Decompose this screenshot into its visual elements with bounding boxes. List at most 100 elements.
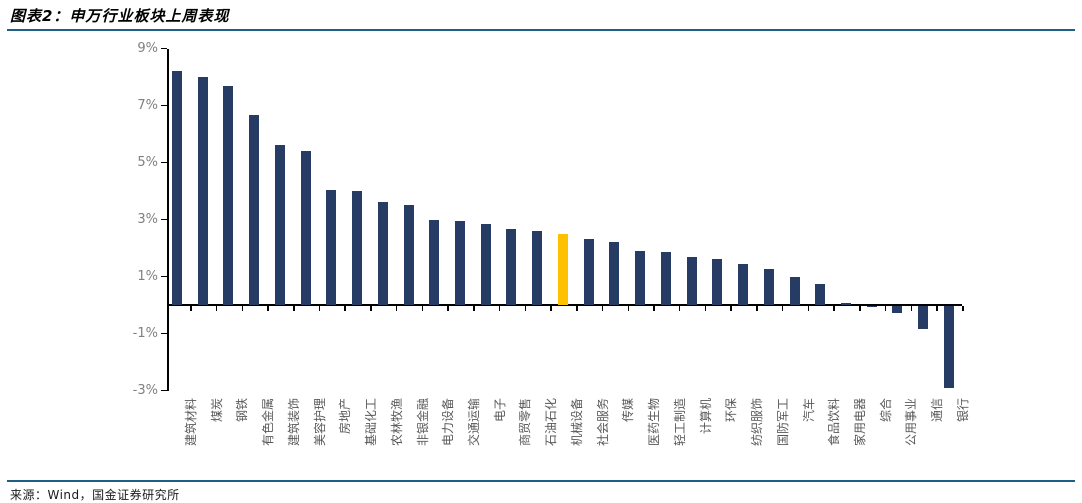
x-axis-label: 汽车 [801, 398, 816, 423]
y-axis-tick-label: 5% [137, 154, 158, 170]
bar [635, 250, 646, 305]
bar [377, 202, 388, 305]
y-axis-tick-label: 7% [137, 97, 158, 113]
bar [300, 151, 311, 305]
x-axis-label: 建筑装饰 [286, 398, 301, 447]
x-axis-label: 家用电器 [852, 398, 867, 447]
x-axis-label: 非银金融 [415, 398, 430, 447]
x-axis-tick [756, 305, 758, 311]
x-axis-tick [910, 305, 913, 311]
y-axis-tick [161, 275, 167, 278]
x-axis-tick [447, 305, 449, 311]
x-axis-label: 房地产 [338, 398, 353, 435]
x-axis-label: 银行 [955, 398, 970, 423]
x-axis-tick [730, 305, 732, 311]
y-axis-tick [161, 332, 167, 335]
x-axis-label: 钢铁 [235, 398, 250, 423]
bar [660, 252, 671, 305]
x-axis-label: 轻工制造 [672, 398, 687, 447]
x-axis-tick [859, 305, 861, 311]
y-axis-tick [161, 389, 167, 392]
x-axis-label: 社会服务 [595, 398, 610, 447]
bar [249, 115, 260, 305]
bar [789, 276, 800, 305]
x-axis-tick [498, 305, 501, 311]
y-axis-tick-label: -1% [132, 325, 158, 341]
x-axis-label: 传媒 [621, 398, 636, 423]
bar [172, 71, 182, 305]
x-axis-label: 通信 [930, 398, 945, 423]
bar [403, 205, 414, 305]
x-axis-label: 美容护理 [312, 398, 327, 447]
x-axis-tick [395, 305, 398, 311]
x-axis-tick [473, 305, 475, 311]
bar [326, 189, 337, 305]
y-axis-line [167, 49, 169, 391]
y-axis-tick [161, 104, 167, 107]
footer-rule [7, 480, 1075, 482]
x-axis-label: 国防军工 [775, 398, 790, 447]
x-axis-tick [962, 305, 964, 311]
x-axis-label: 建筑材料 [184, 398, 198, 447]
bar [480, 223, 491, 305]
x-axis-tick [344, 305, 346, 311]
bar [686, 256, 697, 305]
x-axis-label: 电力设备 [441, 398, 456, 447]
bar [866, 305, 877, 308]
x-axis-tick [884, 305, 887, 311]
bar [429, 219, 440, 305]
x-axis-tick [781, 305, 784, 311]
y-axis-tick-label: -3% [132, 382, 158, 398]
bar [609, 242, 620, 305]
bar [506, 229, 517, 305]
x-axis-label: 计算机 [698, 398, 713, 435]
x-axis-label: 环保 [724, 398, 739, 423]
bar [738, 263, 749, 305]
y-axis-tick-label: 1% [137, 268, 158, 284]
figure-title: 图表2：申万行业板块上周表现 [10, 7, 230, 25]
bar [223, 85, 234, 305]
bar [943, 305, 954, 389]
y-axis-tick [161, 218, 167, 221]
x-axis-label: 基础化工 [364, 398, 379, 447]
x-axis-tick [293, 305, 295, 311]
y-axis-tick [161, 161, 167, 164]
x-axis-tick [704, 305, 707, 311]
x-axis-tick [215, 305, 218, 311]
x-axis-label: 综合 [878, 398, 893, 423]
x-axis-tick [678, 305, 681, 311]
bar [557, 233, 568, 305]
x-axis-label: 商贸零售 [518, 398, 533, 447]
x-axis-tick [550, 305, 552, 311]
bar [918, 305, 929, 329]
y-axis-tick-label: 9% [137, 40, 158, 56]
x-axis-label: 有色金属 [261, 398, 276, 447]
x-axis-tick [524, 305, 527, 311]
bar [352, 191, 363, 305]
x-axis-tick [627, 305, 629, 311]
x-axis-label: 电子 [492, 398, 507, 423]
x-axis-tick [601, 305, 604, 311]
x-axis-tick [267, 305, 269, 311]
bar [840, 302, 851, 305]
bar [583, 239, 594, 305]
x-axis-label: 交通运输 [467, 398, 482, 447]
x-axis-tick [807, 305, 810, 311]
x-axis-label: 农林牧渔 [389, 398, 404, 447]
x-axis-label: 食品饮料 [827, 398, 842, 447]
x-axis-tick [576, 305, 578, 311]
header-rule [7, 29, 1075, 31]
x-axis-label: 机械设备 [569, 398, 584, 447]
source-note: 来源：Wind，国金证券研究所 [10, 488, 180, 502]
x-axis-tick [241, 305, 244, 311]
y-axis-tick [161, 47, 167, 50]
bar [197, 77, 208, 305]
x-axis-tick [833, 305, 835, 311]
bar [532, 230, 543, 305]
x-axis-tick [370, 305, 372, 311]
bar [712, 259, 723, 305]
x-axis-label: 公用事业 [904, 398, 919, 447]
x-axis-label: 纺织服饰 [750, 398, 765, 447]
